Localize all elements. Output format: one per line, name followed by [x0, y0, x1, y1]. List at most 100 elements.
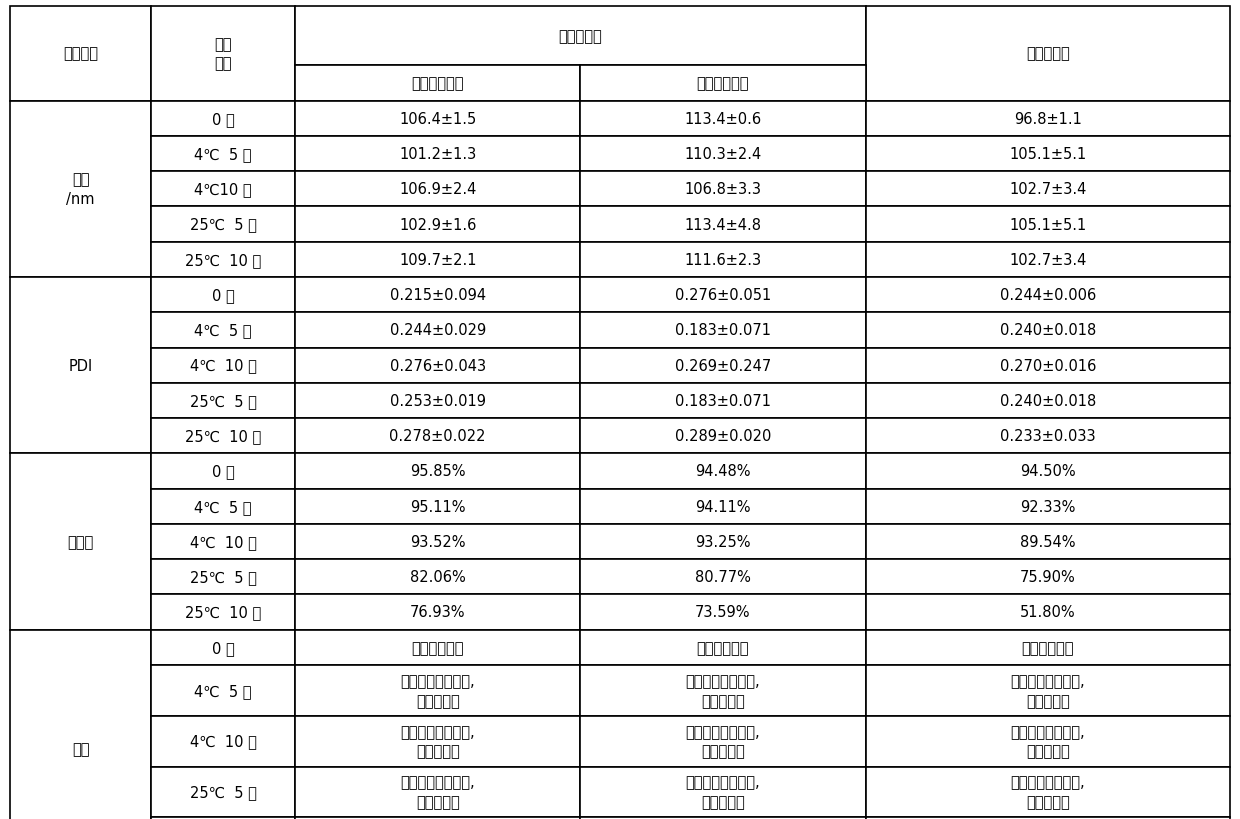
Bar	[295, 66, 580, 102]
Text: 25℃  5 天: 25℃ 5 天	[190, 393, 257, 409]
Bar	[295, 242, 580, 278]
Text: 94.50%: 94.50%	[1021, 464, 1075, 479]
Bar	[151, 767, 295, 817]
Bar	[866, 242, 1230, 278]
Bar	[151, 348, 295, 383]
Text: 4℃  5 天: 4℃ 5 天	[195, 683, 252, 698]
Bar	[580, 348, 866, 383]
Text: 95.11%: 95.11%	[410, 499, 465, 514]
Text: 探头超声处理: 探头超声处理	[697, 76, 749, 92]
Text: 较澄清的黄色溶液,
外观无变化: 较澄清的黄色溶液, 外观无变化	[1011, 775, 1085, 809]
Bar	[866, 7, 1230, 102]
Bar	[866, 419, 1230, 454]
Text: 包封率: 包封率	[67, 534, 94, 550]
Text: 0 天: 0 天	[212, 111, 234, 127]
Bar	[866, 454, 1230, 489]
Bar	[866, 137, 1230, 172]
Text: 113.4±0.6: 113.4±0.6	[684, 111, 761, 127]
Bar	[151, 595, 295, 630]
Bar	[580, 454, 866, 489]
Text: 105.1±5.1: 105.1±5.1	[1009, 147, 1086, 162]
Text: 94.11%: 94.11%	[696, 499, 750, 514]
Text: 80.77%: 80.77%	[694, 569, 751, 585]
Text: 106.8±3.3: 106.8±3.3	[684, 182, 761, 197]
Bar	[866, 172, 1230, 207]
Text: 113.4±4.8: 113.4±4.8	[684, 217, 761, 233]
Bar	[151, 137, 295, 172]
Text: 106.4±1.5: 106.4±1.5	[399, 111, 476, 127]
Bar	[866, 313, 1230, 348]
Text: 较澄清的黄色溶液,
外观无变化: 较澄清的黄色溶液, 外观无变化	[401, 673, 475, 708]
Text: 25℃  10 天: 25℃ 10 天	[185, 604, 262, 620]
Text: 4℃  5 天: 4℃ 5 天	[195, 147, 252, 162]
Bar	[580, 66, 866, 102]
Bar	[295, 102, 580, 137]
Text: 75.90%: 75.90%	[1021, 569, 1075, 585]
Text: 0.269±0.247: 0.269±0.247	[675, 358, 771, 373]
Bar	[866, 207, 1230, 242]
Bar	[151, 559, 295, 595]
Text: 106.9±2.4: 106.9±2.4	[399, 182, 476, 197]
Bar	[295, 137, 580, 172]
Bar	[580, 207, 866, 242]
Text: 粒径
/nm: 粒径 /nm	[67, 172, 94, 207]
Bar	[580, 383, 866, 419]
Text: 76.93%: 76.93%	[410, 604, 465, 620]
Bar	[580, 313, 866, 348]
Bar	[580, 137, 866, 172]
Bar	[580, 419, 866, 454]
Bar	[151, 716, 295, 767]
Bar	[151, 489, 295, 524]
Bar	[295, 524, 580, 559]
Bar	[580, 767, 866, 817]
Text: 考察指标: 考察指标	[63, 47, 98, 61]
Bar	[295, 630, 580, 665]
Bar	[866, 767, 1230, 817]
Text: 4℃  5 天: 4℃ 5 天	[195, 323, 252, 338]
Bar	[295, 348, 580, 383]
Bar	[866, 716, 1230, 767]
Text: 25℃  5 天: 25℃ 5 天	[190, 217, 257, 233]
Text: 0.289±0.020: 0.289±0.020	[675, 428, 771, 444]
Text: 25℃  5 天: 25℃ 5 天	[190, 785, 257, 799]
Text: 110.3±2.4: 110.3±2.4	[684, 147, 761, 162]
Text: 101.2±1.3: 101.2±1.3	[399, 147, 476, 162]
Bar	[866, 665, 1230, 716]
Bar	[580, 524, 866, 559]
Text: 外观: 外观	[72, 741, 89, 757]
Bar	[295, 665, 580, 716]
Bar	[151, 102, 295, 137]
Text: 105.1±5.1: 105.1±5.1	[1009, 217, 1086, 233]
Text: 0.276±0.051: 0.276±0.051	[675, 287, 771, 303]
Text: 51.80%: 51.80%	[1021, 604, 1075, 620]
Bar	[580, 630, 866, 665]
Text: 较澄清的黄色溶液,
外观无变化: 较澄清的黄色溶液, 外观无变化	[1011, 673, 1085, 708]
Text: 0.183±0.071: 0.183±0.071	[675, 323, 771, 338]
Text: 澄清黄色溶液: 澄清黄色溶液	[412, 640, 464, 655]
Text: 薄膜分散法: 薄膜分散法	[1025, 47, 1070, 61]
Bar	[580, 172, 866, 207]
Bar	[866, 348, 1230, 383]
Bar	[151, 419, 295, 454]
Bar	[866, 559, 1230, 595]
Text: 4℃  10 天: 4℃ 10 天	[190, 358, 257, 373]
Bar	[295, 767, 580, 817]
Bar	[580, 102, 866, 137]
Text: 较澄清的黄色溶液,
外观无变化: 较澄清的黄色溶液, 外观无变化	[401, 775, 475, 809]
Text: 73.59%: 73.59%	[696, 604, 750, 620]
Text: 111.6±2.3: 111.6±2.3	[684, 252, 761, 268]
Text: 0 天: 0 天	[212, 640, 234, 655]
Text: 0.276±0.043: 0.276±0.043	[389, 358, 486, 373]
Text: 0.278±0.022: 0.278±0.022	[389, 428, 486, 444]
Text: 0.183±0.071: 0.183±0.071	[675, 393, 771, 409]
Bar	[295, 278, 580, 313]
Text: 0 天: 0 天	[212, 287, 234, 303]
Text: 较澄清的黄色溶液,
外观无变化: 较澄清的黄色溶液, 外观无变化	[1011, 724, 1085, 758]
Text: 109.7±2.1: 109.7±2.1	[399, 252, 476, 268]
Text: 澄清黄色溶液: 澄清黄色溶液	[697, 640, 749, 655]
Text: 0.253±0.019: 0.253±0.019	[389, 393, 486, 409]
Text: 较澄清的黄色溶液,
外观无变化: 较澄清的黄色溶液, 外观无变化	[401, 724, 475, 758]
Text: 0 天: 0 天	[212, 464, 234, 479]
Text: 0.215±0.094: 0.215±0.094	[389, 287, 486, 303]
Bar	[10, 7, 151, 102]
